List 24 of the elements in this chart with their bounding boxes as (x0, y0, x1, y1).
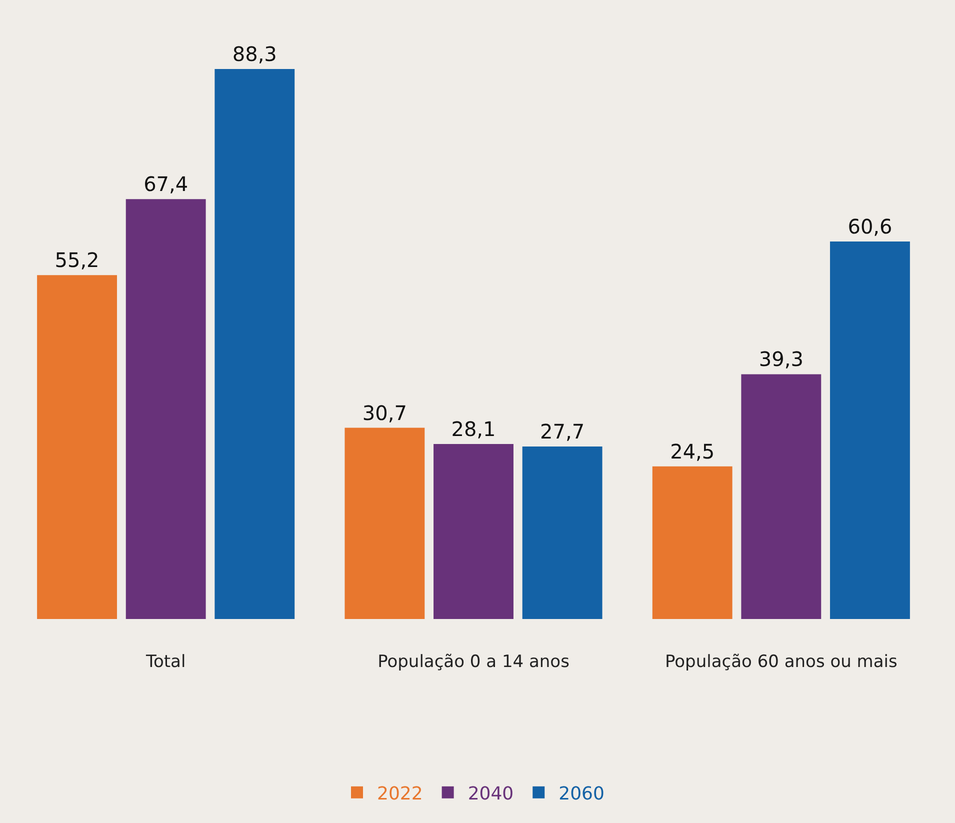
data-label: 39,3 (758, 347, 804, 372)
legend-label: 2040 (468, 783, 514, 804)
data-label: 28,1 (451, 416, 496, 441)
bar (214, 68, 295, 619)
bar (830, 242, 910, 619)
x-tick-label: População 60 anos ou mais (664, 652, 898, 672)
data-label: 88,3 (232, 42, 277, 66)
bar (741, 374, 822, 619)
legend-label: 2022 (377, 783, 423, 804)
bar (434, 444, 514, 619)
data-label: 24,5 (670, 439, 715, 464)
bar (37, 275, 117, 619)
data-label: 60,6 (848, 214, 892, 238)
legend-label: 2060 (558, 783, 604, 804)
bar (344, 428, 425, 619)
x-tick-label: População 0 a 14 anos (378, 652, 570, 672)
data-label: 67,4 (144, 172, 188, 196)
data-label: 55,2 (54, 248, 100, 272)
bar (652, 466, 732, 619)
bar (126, 199, 206, 619)
x-tick-label: Total (144, 652, 186, 672)
bar (522, 446, 602, 619)
data-label: 27,7 (540, 419, 585, 444)
data-label: 30,7 (362, 400, 407, 425)
